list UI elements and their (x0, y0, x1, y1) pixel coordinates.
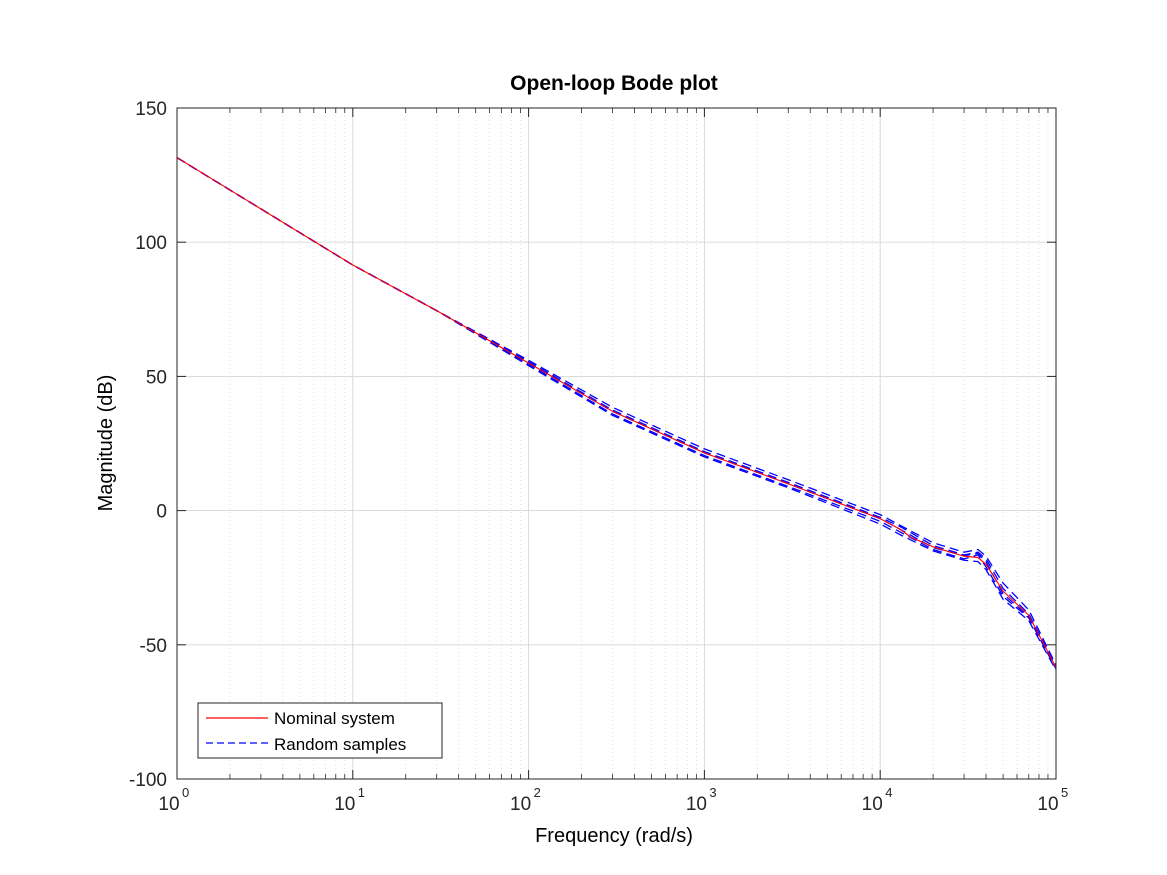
x-tick-label: 10 (1037, 794, 1058, 815)
legend-nominal-label: Nominal system (274, 709, 395, 728)
x-tick-label: 10 (334, 794, 355, 815)
series-layer (177, 157, 1056, 671)
y-tick-label: 100 (135, 233, 167, 254)
random-sample-line-3 (177, 157, 1056, 666)
ticks (176, 107, 1057, 780)
x-axis-label: Frequency (rad/s) (535, 825, 693, 847)
y-tick-label: 50 (146, 367, 167, 388)
legend-box (197, 702, 443, 759)
legend-random-label: Random samples (274, 735, 406, 754)
y-tick-label: -50 (140, 636, 167, 657)
grid (177, 108, 1056, 779)
x-tick-exponent: 5 (1061, 785, 1068, 800)
plot-border (176, 107, 1057, 780)
legend: Nominal system Random samples (197, 702, 443, 759)
chart-title: Open-loop Bode plot (510, 72, 718, 95)
x-tick-exponent: 0 (182, 785, 189, 800)
x-tick-label: 10 (686, 794, 707, 815)
plot-area (177, 108, 1056, 779)
nominal-system-line (177, 157, 1056, 668)
y-tick-label: 150 (135, 99, 167, 120)
x-tick-label: 10 (158, 794, 179, 815)
random-sample-line-4 (177, 157, 1056, 671)
x-tick-exponent: 1 (358, 785, 365, 800)
x-tick-label: 10 (510, 794, 531, 815)
y-tick-label: -100 (129, 770, 167, 791)
x-tick-exponent: 4 (885, 785, 892, 800)
x-tick-exponent: 3 (709, 785, 716, 800)
y-tick-label: 0 (156, 502, 167, 523)
y-axis-label: Magnitude (dB) (95, 375, 117, 512)
x-tick-label: 10 (862, 794, 883, 815)
x-tick-exponent: 2 (534, 785, 541, 800)
